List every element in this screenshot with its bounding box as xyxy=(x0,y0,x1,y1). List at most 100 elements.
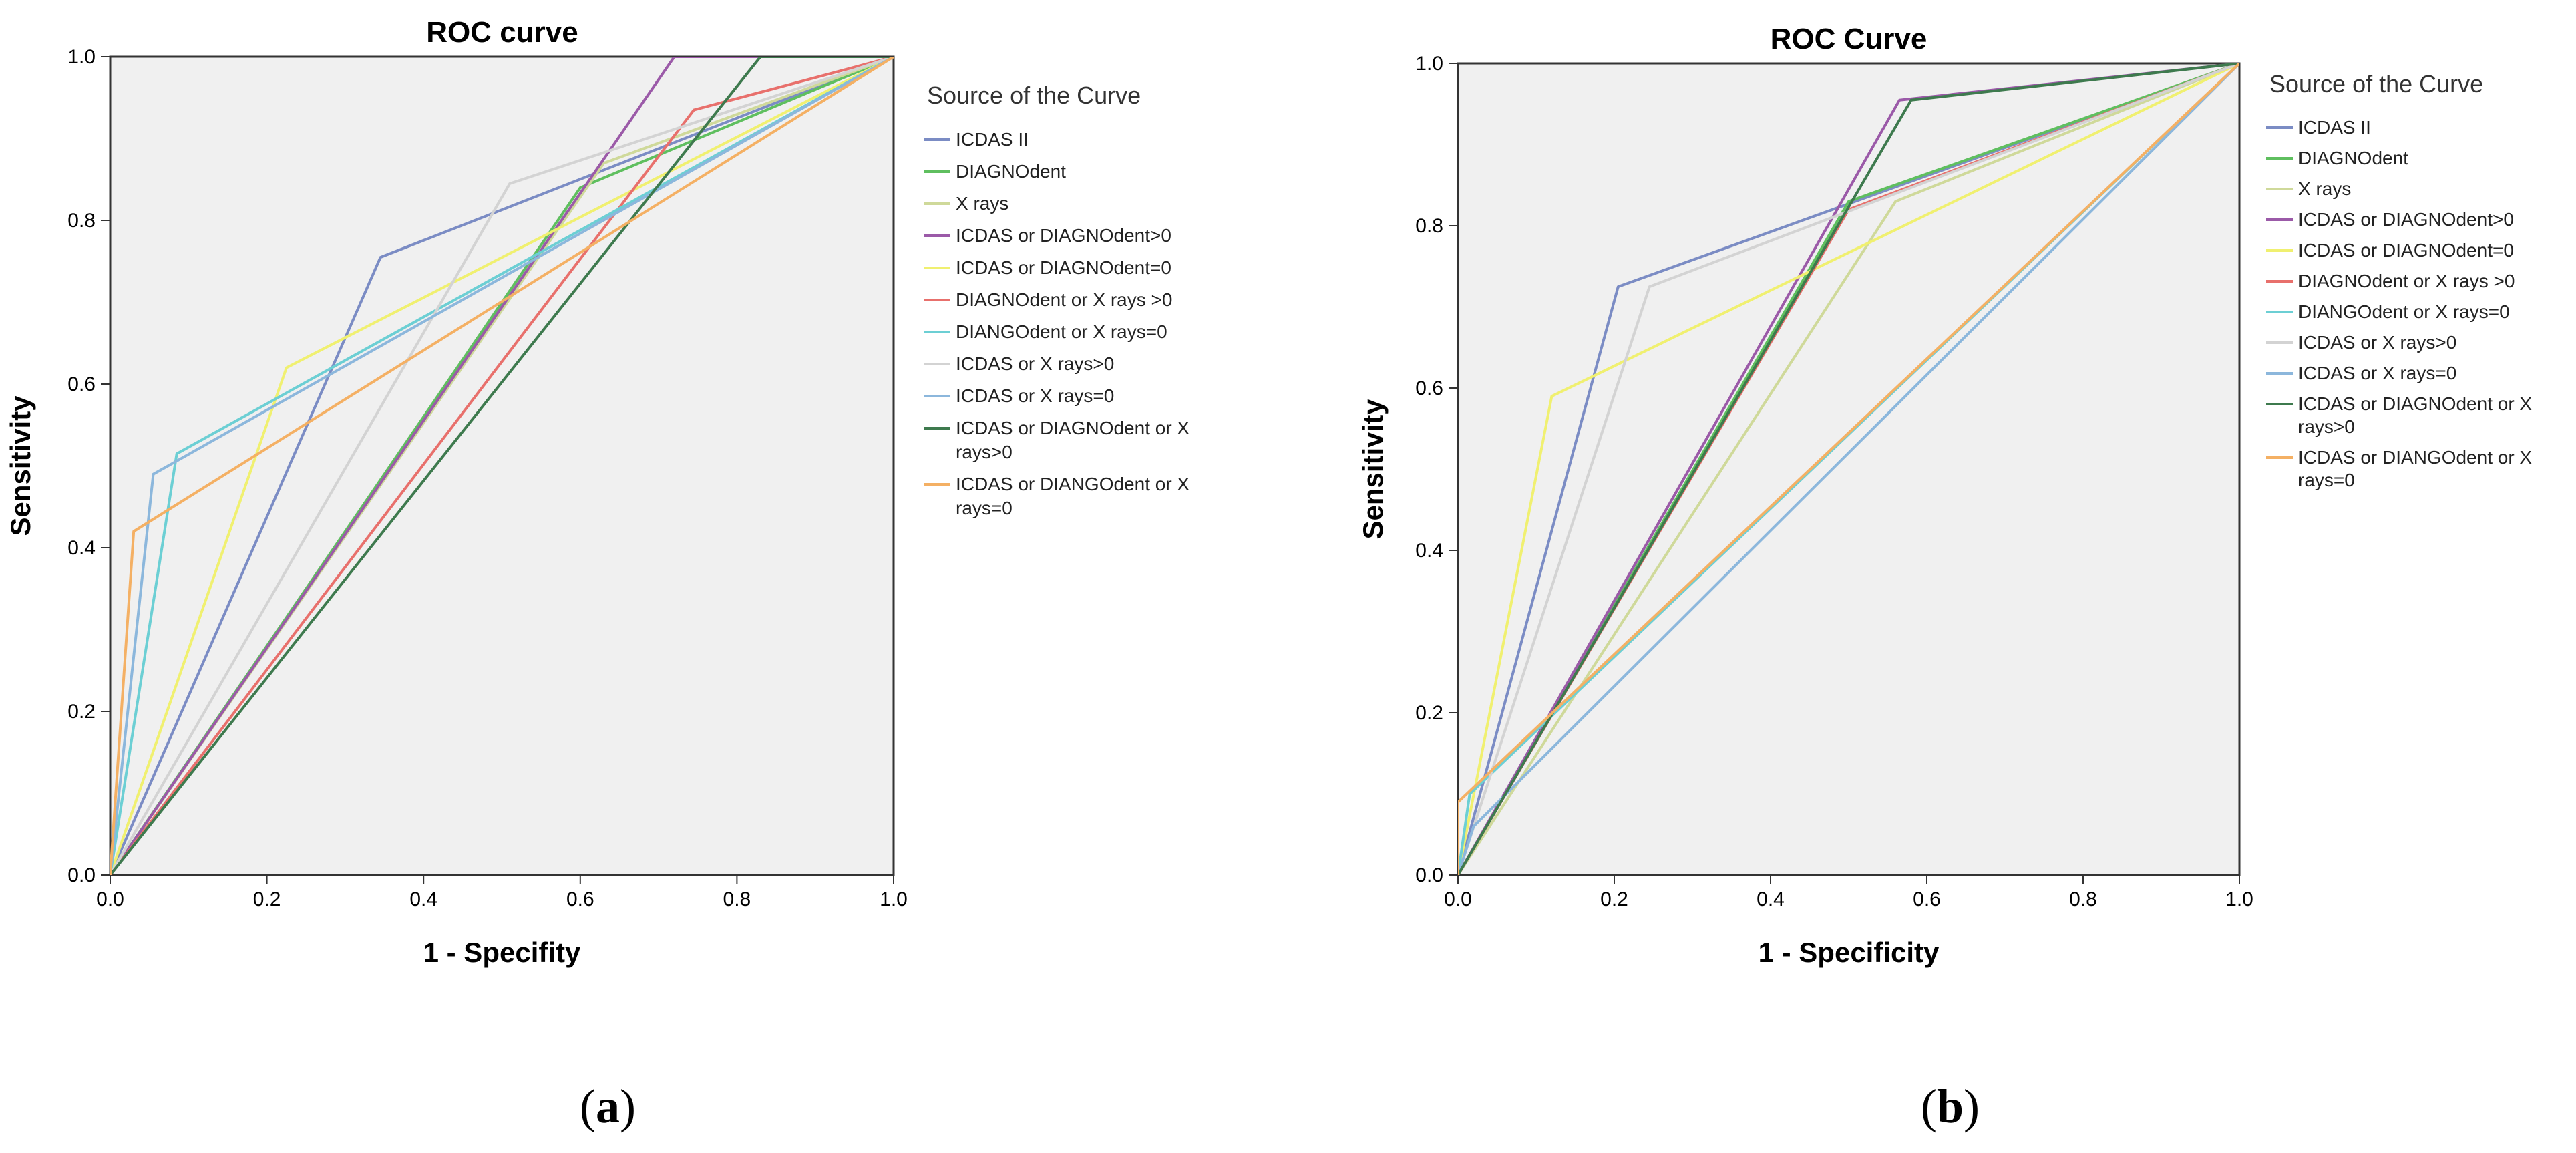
chart-b-x-tick-label: 0.4 xyxy=(1757,888,1785,911)
chart-a-series-line-8 xyxy=(110,57,894,875)
chart-a-legend-item-8-line-1: ICDAS or X rays>0 xyxy=(956,353,1114,374)
chart-a-legend-item-7-line-1: DIANGOdent or X rays=0 xyxy=(956,321,1167,342)
chart-b-legend-item-5: ICDAS or DIAGNOdent=0 xyxy=(2298,240,2514,261)
panel-label-a-open: ( xyxy=(580,1080,596,1133)
chart-b-legend-item-8: ICDAS or X rays>0 xyxy=(2298,332,2456,353)
chart-a-x-tick-label: 0.6 xyxy=(566,888,594,911)
chart-b-legend-item-7-line-1: DIANGOdent or X rays=0 xyxy=(2298,301,2510,322)
chart-a-x-tick-label: 1.0 xyxy=(880,888,908,911)
chart-b-x-tick-label: 0.6 xyxy=(1913,888,1941,911)
chart-b-y-tick-label: 1.0 xyxy=(1415,53,1443,75)
panel-label-b-close: ) xyxy=(1964,1080,1980,1133)
chart-b-legend-item-5-line-1: ICDAS or DIAGNOdent=0 xyxy=(2298,240,2514,261)
chart-b-series-line-10 xyxy=(1458,63,2239,875)
chart-b-legend-item-4: ICDAS or DIAGNOdent>0 xyxy=(2298,209,2514,230)
chart-a-title: ROC curve xyxy=(426,16,578,49)
chart-b-legend-item-3-line-1: X rays xyxy=(2298,178,2351,199)
chart-b-series-line-9 xyxy=(1458,63,2239,875)
chart-b-series-line-8 xyxy=(1458,63,2239,875)
chart-a-legend-item-11-line-2: rays=0 xyxy=(956,498,1013,518)
chart-b-y-tick-label: 0.2 xyxy=(1415,702,1443,724)
chart-a-legend-item-3-line-1: X rays xyxy=(956,193,1008,214)
chart-a-series-line-9 xyxy=(110,57,894,875)
chart-a-series-line-11 xyxy=(110,57,894,875)
chart-b-x-tick-label: 0.0 xyxy=(1444,888,1472,911)
chart-b-y-tick-label: 0.4 xyxy=(1415,540,1443,562)
chart-a-x-tick-label: 0.2 xyxy=(253,888,281,911)
chart-a-plot-area xyxy=(109,55,895,876)
chart-a-legend-item-8: ICDAS or X rays>0 xyxy=(956,353,1114,374)
chart-a-legend-item-4-line-1: ICDAS or DIAGNOdent>0 xyxy=(956,225,1171,246)
chart-b-legend-item-6: DIAGNOdent or X rays >0 xyxy=(2298,271,2515,291)
chart-a-series-line-4 xyxy=(110,57,894,875)
chart-a-legend-item-6-line-1: DIAGNOdent or X rays >0 xyxy=(956,289,1172,310)
chart-a-legend-item-1: ICDAS II xyxy=(956,129,1029,150)
chart-b-legend-item-11-line-2: rays=0 xyxy=(2298,470,2355,490)
chart-b-legend-item-2-line-1: DIAGNOdent xyxy=(2298,148,2408,168)
panel-label-b: (b) xyxy=(1910,1079,1990,1134)
chart-b-plot-area xyxy=(1457,62,2241,876)
chart-b-legend-item-8-line-1: ICDAS or X rays>0 xyxy=(2298,332,2456,353)
chart-a-y-axis-label: Sensitivity xyxy=(5,395,36,536)
chart-b-legend-item-1-line-1: ICDAS II xyxy=(2298,117,2371,138)
chart-b-legend-item-9-line-1: ICDAS or X rays=0 xyxy=(2298,363,2456,383)
chart-a-legend-item-3: X rays xyxy=(956,193,1008,214)
chart-a-x-tick-label: 0.4 xyxy=(409,888,437,911)
chart-b-legend-item-11-line-1: ICDAS or DIANGOdent or X xyxy=(2298,447,2532,468)
chart-b-y-tick-label: 0.8 xyxy=(1415,215,1443,237)
chart-a-series-group xyxy=(110,57,894,875)
chart-b-legend-item-7: DIANGOdent or X rays=0 xyxy=(2298,301,2510,322)
chart-a-legend-title: Source of the Curve xyxy=(927,81,1141,109)
chart-b-legend-item-1: ICDAS II xyxy=(2298,117,2371,138)
chart-a-series-line-5 xyxy=(110,57,894,875)
chart-a-y-tick-label: 0.4 xyxy=(67,537,96,559)
chart-a-legend-item-6: DIAGNOdent or X rays >0 xyxy=(956,289,1172,310)
chart-b-legend-item-6-line-1: DIAGNOdent or X rays >0 xyxy=(2298,271,2515,291)
chart-a-legend-item-5: ICDAS or DIAGNOdent=0 xyxy=(956,257,1171,278)
chart-b-legend-item-2: DIAGNOdent xyxy=(2298,148,2408,168)
chart-b-series-line-5 xyxy=(1458,63,2239,875)
chart-b-series-group xyxy=(1458,63,2239,875)
chart-a-legend-item-10-line-1: ICDAS or DIAGNOdent or X xyxy=(956,418,1189,438)
chart-b-title: ROC Curve xyxy=(1771,23,1927,55)
chart-b-x-tick-label: 0.8 xyxy=(2069,888,2097,911)
chart-b-y-axis-label: Sensitivity xyxy=(1357,399,1389,540)
chart-a-legend-item-9: ICDAS or X rays=0 xyxy=(956,385,1114,406)
chart-a-x-axis-label: 1 - Specifity xyxy=(423,937,581,968)
chart-a-legend-item-9-line-1: ICDAS or X rays=0 xyxy=(956,385,1114,406)
chart-a-series-line-1 xyxy=(110,57,894,875)
chart-b-x-axis-label: 1 - Specificity xyxy=(1759,937,1940,968)
chart-b-y-tick-label: 0.0 xyxy=(1415,864,1443,886)
chart-b: ROC Curve 0.0 0.2 0.4 0.6 0.8 1.0 0.0 0.2 0.4 0.6 0… xyxy=(1357,23,2532,968)
chart-a-x-tick-label: 0.0 xyxy=(96,888,124,911)
chart-a-x-tick-label: 0.8 xyxy=(723,888,751,911)
chart-b-legend-item-10-line-2: rays>0 xyxy=(2298,416,2355,437)
chart-a-legend-item-2-line-1: DIAGNOdent xyxy=(956,161,1066,182)
chart-a-legend-item-4: ICDAS or DIAGNOdent>0 xyxy=(956,225,1171,246)
chart-a-legend-item-10-line-2: rays>0 xyxy=(956,442,1013,462)
chart-b-legend-title: Source of the Curve xyxy=(2269,70,2483,98)
chart-a-y-tick-label: 0.0 xyxy=(67,864,96,886)
chart-a-y-tick-label: 0.6 xyxy=(67,373,96,395)
chart-a-series-line-10 xyxy=(110,57,894,875)
chart-b-legend-item-9: ICDAS or X rays=0 xyxy=(2298,363,2456,383)
chart-b-x-tick-label: 0.2 xyxy=(1600,888,1628,911)
panel-label-b-open: ( xyxy=(1920,1080,1937,1133)
chart-b-series-line-11 xyxy=(1458,63,2239,875)
panel-label-b-letter: b xyxy=(1936,1080,1964,1133)
chart-b-y-tick-label: 0.6 xyxy=(1415,377,1443,399)
chart-a-legend-item-2: DIAGNOdent xyxy=(956,161,1066,182)
chart-b-legend-item-3: X rays xyxy=(2298,178,2351,199)
chart-b-series-line-3 xyxy=(1458,63,2239,875)
chart-b-legend-item-4-line-1: ICDAS or DIAGNOdent>0 xyxy=(2298,209,2514,230)
chart-a: ROC curve 0.0 0.2 0.4 0.6 0.8 1.0 0.0 0.2 0.4 0.6 0… xyxy=(5,16,1189,968)
panel-label-a-letter: a xyxy=(596,1080,620,1133)
panel-label-a: (a) xyxy=(568,1079,648,1134)
chart-a-legend-item-10: ICDAS or DIAGNOdent or X rays>0 xyxy=(956,418,1189,462)
chart-a-legend-item-7: DIANGOdent or X rays=0 xyxy=(956,321,1167,342)
chart-a-legend-item-11-line-1: ICDAS or DIANGOdent or X xyxy=(956,474,1189,494)
chart-a-y-tick-label: 1.0 xyxy=(67,46,96,68)
